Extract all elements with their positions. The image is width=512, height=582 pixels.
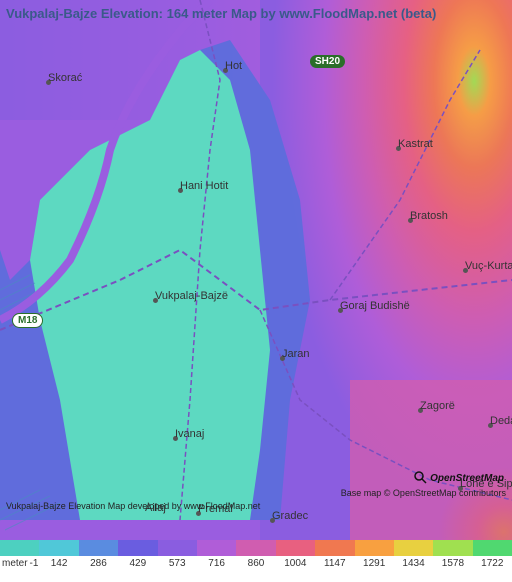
map-dev-credit: Vukpalaj-Bajze Elevation Map developed b…	[6, 501, 260, 511]
legend-swatch	[118, 540, 157, 556]
legend-swatch	[433, 540, 472, 556]
legend-swatches	[0, 540, 512, 556]
legend-tick: 860	[248, 558, 265, 569]
place-label: Skorać	[48, 72, 82, 84]
osm-logo-text: OpenStreetMap	[430, 473, 504, 484]
legend-swatch	[315, 540, 354, 556]
place-label: Dedaj	[490, 415, 512, 427]
legend-swatch	[39, 540, 78, 556]
legend-tick: 1434	[402, 558, 424, 569]
page-title: Vukpalaj-Bajze Elevation: 164 meter Map …	[6, 6, 436, 21]
route-shield: M18	[12, 313, 43, 328]
legend-swatch	[355, 540, 394, 556]
legend-tick: 1147	[324, 558, 346, 569]
route-shield: SH20	[310, 55, 345, 68]
legend-swatch	[79, 540, 118, 556]
osm-logo: OpenStreetMap	[414, 471, 504, 485]
place-label: Hani Hotit	[180, 180, 228, 192]
legend-swatch	[0, 540, 39, 556]
legend-tick: 716	[208, 558, 225, 569]
legend-swatch	[197, 540, 236, 556]
place-label: Zagorë	[420, 400, 455, 412]
elevation-map: Skorać Hot Hani Hotit Kastrat Bratosh Vuç-Kur…	[0, 0, 512, 540]
place-label: Vukpalaj-Bajzë	[155, 290, 228, 302]
place-label: Kastrat	[398, 138, 433, 150]
legend-tick: 1722	[481, 558, 503, 569]
legend-swatch	[236, 540, 275, 556]
legend-tick: 429	[130, 558, 147, 569]
place-label: Goraj Budishë	[340, 300, 410, 312]
legend-tick: 573	[169, 558, 186, 569]
legend-tick: 1291	[363, 558, 385, 569]
legend-swatch	[276, 540, 315, 556]
legend-tick: 142	[51, 558, 68, 569]
legend-tick: -1	[30, 558, 39, 569]
legend-tick: 1004	[284, 558, 306, 569]
place-label: Ivanaj	[175, 428, 204, 440]
place-label: Hot	[225, 60, 242, 72]
place-label: Vuç-Kurtaj	[465, 260, 512, 272]
legend-swatch	[394, 540, 433, 556]
legend-swatch	[158, 540, 197, 556]
legend-unit: meter	[2, 558, 28, 569]
legend-swatch	[473, 540, 512, 556]
legend-tick: 286	[90, 558, 107, 569]
legend-tick: 1578	[442, 558, 464, 569]
magnifier-icon	[414, 471, 428, 485]
place-label: Bratosh	[410, 210, 448, 222]
legend-labels: meter -1 142 286 429 573 716 860 1004 1147 1291 14…	[0, 556, 512, 582]
place-label: Jaran	[282, 348, 310, 360]
place-label: Gradec	[272, 510, 308, 522]
map-attribution: Base map © OpenStreetMap contributors	[341, 488, 506, 498]
elevation-legend: meter -1 142 286 429 573 716 860 1004 1147 1291 14…	[0, 540, 512, 582]
